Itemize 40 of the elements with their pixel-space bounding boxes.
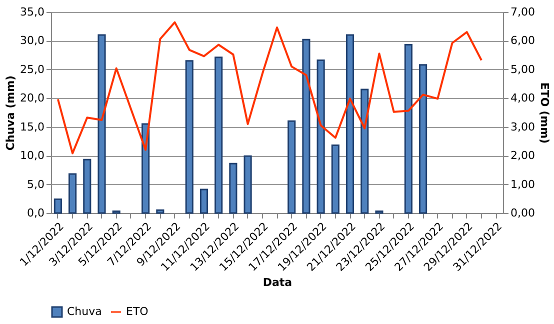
bar: [302, 38, 310, 214]
bar: [156, 209, 164, 214]
bar: [54, 198, 62, 214]
y-tick-label: 35,0: [20, 6, 44, 18]
bar: [360, 88, 369, 214]
bar: [83, 158, 92, 214]
x-axis-title: Data: [262, 276, 292, 290]
y2-tick-label: 0,00: [510, 206, 535, 220]
bar: [185, 60, 194, 214]
y2-axis-title: ETO (mm): [538, 82, 551, 144]
bar: [288, 120, 296, 214]
y-axis-title: Chuva (mm): [4, 75, 18, 151]
bar: [331, 144, 340, 214]
line-series: [56, 21, 482, 154]
bar: [419, 64, 428, 214]
y-tick-label: 5,0: [27, 178, 44, 191]
bar: [404, 44, 412, 214]
y2-tick-label: 3,00: [510, 120, 535, 134]
bar: [346, 34, 354, 214]
y-tick-label: 10,0: [20, 149, 44, 162]
y-tick-label: 20,0: [20, 92, 44, 105]
y-tick-label: 15,0: [20, 120, 44, 134]
y2-tick-label: 1,00: [510, 178, 535, 191]
legend-label: Chuva: [67, 305, 102, 318]
y-tick-label: 0,0: [27, 206, 44, 220]
bar: [200, 188, 208, 214]
bar: [98, 34, 106, 214]
bar: [316, 59, 325, 214]
y-tick-label: 30,0: [20, 34, 44, 48]
bar: [68, 173, 77, 214]
bar: [214, 56, 223, 214]
y2-tick-label: 6,00: [510, 34, 535, 48]
y2-tick-label: 4,00: [510, 92, 535, 105]
bar: [229, 162, 238, 214]
y2-tick-label: 5,00: [510, 62, 535, 76]
legend-label: ETO: [126, 305, 149, 318]
y-tick-label: 25,0: [20, 62, 44, 76]
bar: [244, 155, 252, 214]
y2-tick-label: 7,00: [510, 6, 535, 18]
y2-tick-label: 2,00: [510, 149, 535, 162]
